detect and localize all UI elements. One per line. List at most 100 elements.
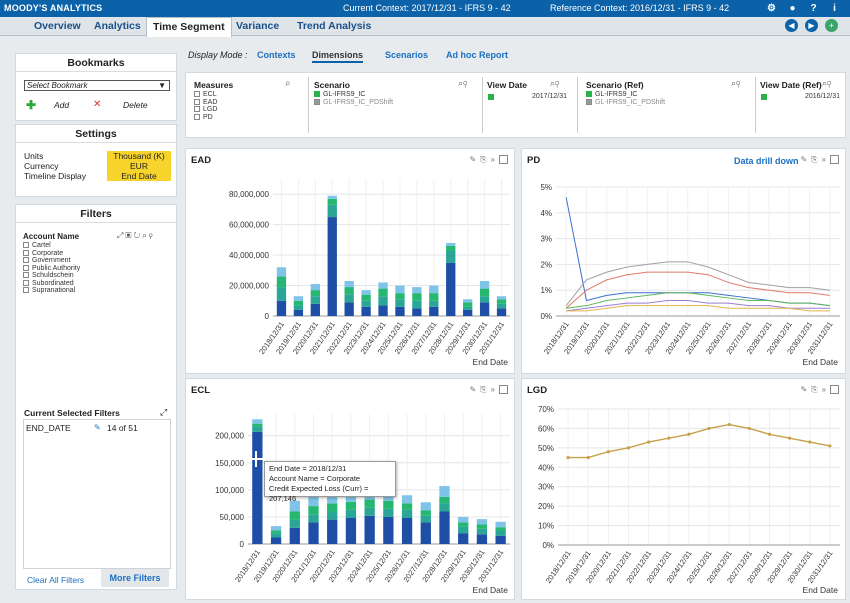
user-icon[interactable]: ●	[789, 3, 796, 14]
bar-segment	[327, 204, 337, 218]
bar-segment	[476, 524, 488, 529]
data-drill-down-link[interactable]: Data drill down	[734, 156, 799, 166]
tab-analytics[interactable]: Analytics	[94, 20, 141, 32]
ead-chart: 0 20,000,000 40,000,000 60,000,000 80,000,00…	[229, 179, 510, 367]
y-tick-label: 0	[265, 312, 270, 321]
settings-title: Settings	[16, 125, 176, 143]
bar-segment	[496, 308, 507, 316]
bar-segment	[458, 522, 469, 527]
search-icon[interactable]: ⌕⚲	[458, 78, 468, 88]
scenario-item[interactable]: GL-IFRS9_IC	[314, 91, 393, 99]
bar-segment	[463, 302, 473, 307]
forward-icon[interactable]: ▶	[805, 19, 818, 32]
units-value[interactable]: Thousand (K)	[107, 151, 171, 161]
next-icon[interactable]: »	[821, 385, 826, 394]
search-icon[interactable]: ⌕⚲	[731, 78, 741, 88]
bar-segment	[479, 296, 490, 303]
next-icon[interactable]: »	[821, 155, 826, 164]
mode-adhoc-report[interactable]: Ad hoc Report	[446, 50, 508, 60]
gear-icon[interactable]: ⚙	[767, 3, 776, 14]
checkbox-icon	[194, 98, 200, 105]
currency-value[interactable]: EUR	[107, 161, 171, 171]
filter-item[interactable]: Public Authority	[23, 265, 80, 273]
ecl-chart-panel: ECL ✎ ⎘» 0 50,000 100,000 150,000 200,000 2018…	[185, 378, 515, 600]
checkbox-icon	[23, 272, 29, 279]
measure-item[interactable]: EAD	[194, 99, 217, 107]
export-icon[interactable]: ⎘	[480, 385, 487, 394]
edit-icon[interactable]: ✎	[800, 155, 808, 164]
next-icon[interactable]: »	[490, 155, 495, 164]
bar-segment	[252, 431, 263, 544]
scenario-item[interactable]: GL-IFRS9_IC_PDShift	[314, 99, 393, 107]
next-icon[interactable]: »	[490, 385, 495, 394]
filter-item[interactable]: Supranational	[23, 287, 80, 295]
bar-segment	[252, 426, 263, 432]
add-icon[interactable]: ✚	[26, 98, 37, 112]
measure-item[interactable]: ECL	[194, 91, 217, 99]
delete-bookmark-button[interactable]: Delete	[123, 100, 148, 110]
tab-time-segment[interactable]: Time Segment	[146, 17, 232, 37]
scenario-ref-item[interactable]: GL-IFRS9_IC	[586, 91, 665, 99]
edit-icon[interactable]: ✎	[800, 385, 808, 394]
bar-segment	[361, 294, 371, 301]
info-icon[interactable]: i	[833, 3, 836, 14]
edit-icon[interactable]: ✎	[469, 155, 477, 164]
filter-item[interactable]: Schuldschein	[23, 272, 80, 280]
tab-variance[interactable]: Variance	[236, 20, 280, 32]
mode-scenarios[interactable]: Scenarios	[385, 50, 429, 60]
tab-trend-analysis[interactable]: Trend Analysis	[297, 20, 372, 32]
scenario-ref-label: GL-IFRS9_IC	[595, 91, 638, 98]
maximize-icon[interactable]	[499, 385, 508, 394]
help-icon[interactable]: ?	[810, 3, 817, 14]
data-point	[606, 450, 610, 454]
search-icon[interactable]: ⌕⚲	[550, 78, 560, 88]
expand-icon[interactable]: ⤢	[160, 407, 168, 417]
filter-item[interactable]: Subordinated	[23, 280, 80, 288]
settings-panel: Settings Units Thousand (K) Currency EUR…	[15, 124, 177, 197]
timeline-value[interactable]: End Date	[107, 171, 171, 181]
search-icon[interactable]: ⌕	[285, 78, 291, 89]
bookmark-select[interactable]: Select Bookmark ▼	[24, 80, 170, 91]
filter-item-label: Supranational	[32, 287, 76, 294]
maximize-icon[interactable]	[830, 155, 839, 164]
tab-bar: Overview Analytics Time Segment Variance…	[0, 17, 850, 37]
filter-item[interactable]: Corporate	[23, 250, 80, 258]
checkbox-icon[interactable]	[761, 94, 767, 100]
comment-icon[interactable]: +	[825, 19, 838, 32]
bar-segment	[446, 245, 456, 251]
filter-item[interactable]: Government	[23, 257, 80, 265]
checkbox-icon[interactable]	[488, 94, 494, 100]
delete-icon[interactable]: ✕	[93, 99, 102, 110]
ead-chart-title: EAD	[191, 155, 212, 166]
mode-dimensions[interactable]: Dimensions	[312, 50, 364, 63]
filter-item[interactable]: Cartel	[23, 242, 80, 250]
bar-segment	[439, 503, 450, 512]
edit-icon[interactable]: ✎	[469, 385, 477, 394]
measure-item[interactable]: LGD	[194, 106, 217, 114]
export-icon[interactable]: ⎘	[480, 155, 487, 164]
filter-tools-icon[interactable]: ⤢▣↻⌕⚲	[117, 231, 155, 240]
more-filters-button[interactable]: More Filters	[101, 569, 169, 587]
current-context[interactable]: Current Context: 2017/12/31 - IFRS 9 - 4…	[343, 3, 511, 13]
add-bookmark-button[interactable]: Add	[54, 100, 70, 110]
maximize-icon[interactable]	[499, 155, 508, 164]
data-point	[586, 455, 590, 460]
reference-context[interactable]: Reference Context: 2016/12/31 - IFRS 9 -…	[550, 3, 730, 13]
maximize-icon[interactable]	[830, 385, 839, 394]
measure-item[interactable]: PD	[194, 114, 217, 122]
view-date-ref-value: 2016/12/31	[805, 93, 841, 100]
clear-all-filters-button[interactable]: Clear All Filters	[27, 575, 85, 585]
scenario-ref-item[interactable]: GL-IFRS9_IC_PDShift	[586, 99, 665, 107]
y-tick-label: 20,000,000	[229, 282, 270, 291]
search-icon[interactable]: ⌕⚲	[822, 78, 832, 88]
series-line	[566, 292, 830, 309]
pd-chart-panel: PD Data drill down ✎ ⎘» 0% 1% 2% 3% 4% 5% 2018/…	[521, 148, 846, 374]
export-icon[interactable]: ⎘	[811, 155, 818, 164]
back-icon[interactable]: ◀	[785, 19, 798, 32]
mode-contexts[interactable]: Contexts	[257, 50, 296, 60]
bar-segment	[252, 419, 263, 424]
tab-overview[interactable]: Overview	[34, 20, 81, 32]
edit-icon[interactable]: ✎	[94, 423, 101, 432]
export-icon[interactable]: ⎘	[811, 385, 818, 394]
data-point	[566, 455, 570, 460]
